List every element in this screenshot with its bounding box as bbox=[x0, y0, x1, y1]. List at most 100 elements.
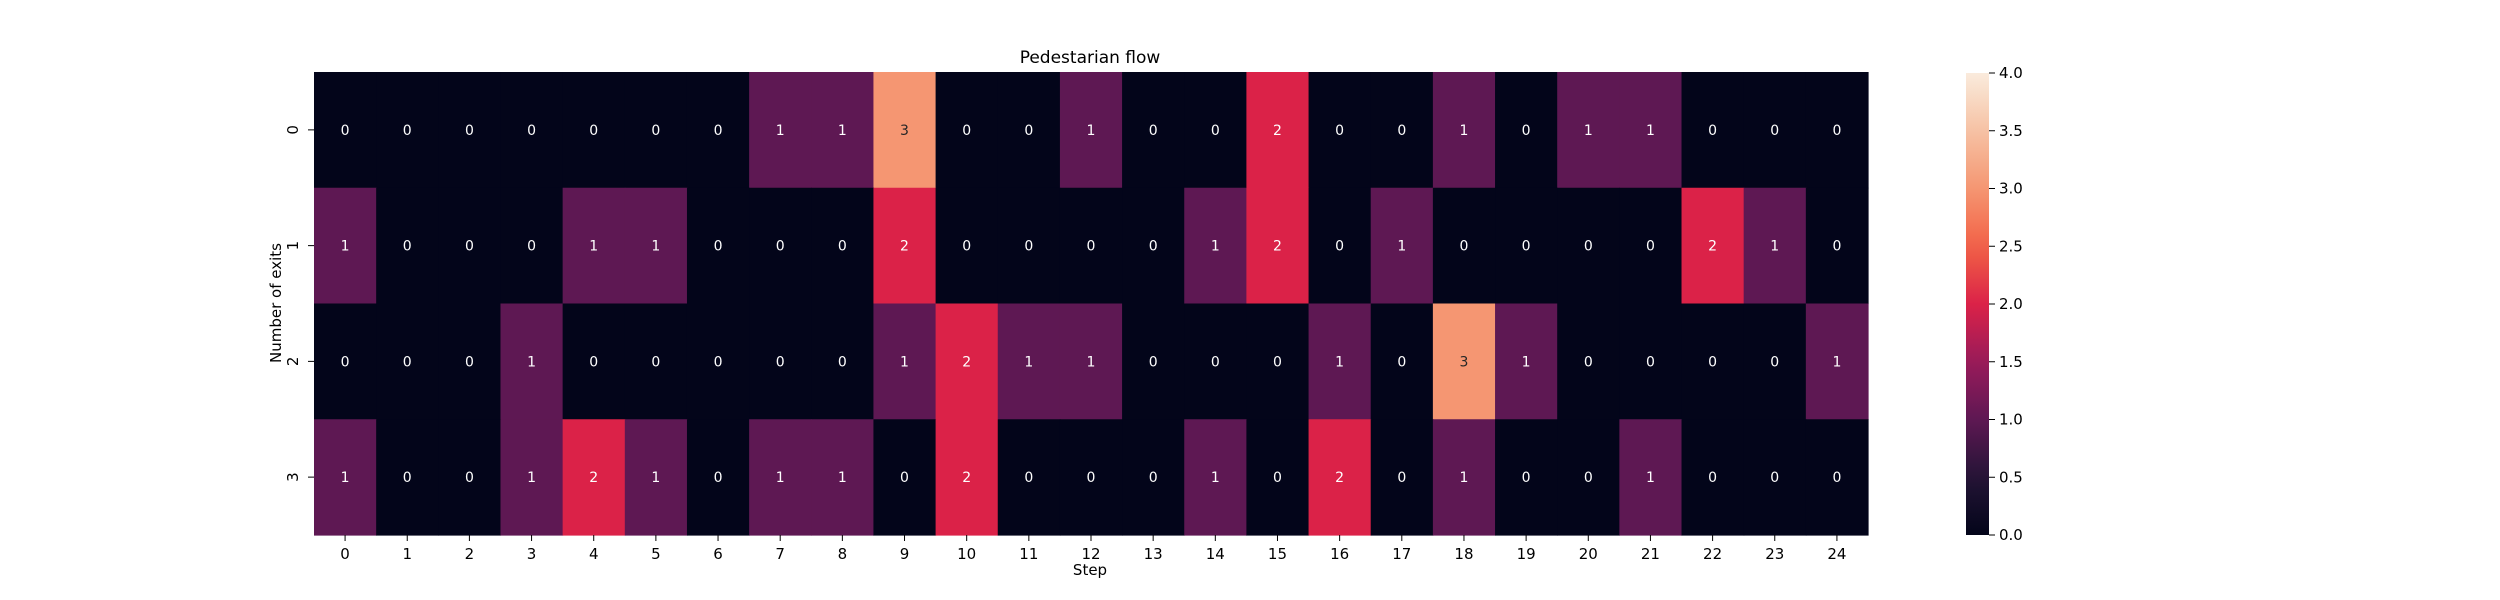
heatmap-cell-r1-c17 bbox=[1370, 187, 1434, 305]
heatmap-cell-r2-c11 bbox=[997, 303, 1061, 420]
x-tick-label: 10 bbox=[957, 545, 976, 563]
cell-value-r3-c22: 0 bbox=[1708, 470, 1717, 486]
heatmap-cell-r1-c2 bbox=[438, 187, 502, 305]
cell-value-r2-c21: 0 bbox=[1646, 354, 1655, 370]
cell-value-r3-c20: 0 bbox=[1584, 470, 1593, 486]
heatmap-cell-r3-c0 bbox=[314, 419, 377, 536]
heatmap-cell-r2-c14 bbox=[1184, 303, 1247, 420]
heatmap-cell-r1-c8 bbox=[811, 187, 875, 305]
heatmap-cell-r2-c8 bbox=[811, 303, 875, 420]
heatmap-cell-r3-c2 bbox=[438, 419, 502, 536]
x-tick-label: 15 bbox=[1268, 545, 1287, 563]
cell-value-r2-c8: 0 bbox=[838, 354, 847, 370]
x-tick-label: 3 bbox=[527, 545, 537, 563]
cell-value-r2-c13: 0 bbox=[1149, 354, 1158, 370]
cell-value-r0-c22: 0 bbox=[1708, 123, 1717, 139]
x-tick-label: 7 bbox=[775, 545, 785, 563]
heatmap-cell-r2-c18 bbox=[1432, 303, 1496, 420]
heatmap-cell-r1-c21 bbox=[1619, 187, 1683, 305]
cell-value-r3-c7: 1 bbox=[776, 470, 785, 486]
x-tick-label: 18 bbox=[1454, 545, 1473, 563]
cell-value-r2-c2: 0 bbox=[465, 354, 474, 370]
heatmap-cell-r3-c7 bbox=[749, 419, 812, 536]
heatmap-cell-r1-c24 bbox=[1805, 187, 1869, 305]
cell-value-r1-c21: 0 bbox=[1646, 239, 1655, 255]
cell-value-r3-c9: 0 bbox=[900, 470, 909, 486]
heatmap-cell-r3-c23 bbox=[1743, 419, 1807, 536]
cell-value-r1-c15: 2 bbox=[1273, 239, 1282, 255]
cell-value-r2-c11: 1 bbox=[1024, 354, 1033, 370]
heatmap-cell-r3-c6 bbox=[686, 419, 750, 536]
cell-value-r1-c2: 0 bbox=[465, 239, 474, 255]
cell-value-r0-c14: 0 bbox=[1211, 123, 1220, 139]
cell-value-r2-c5: 0 bbox=[651, 354, 660, 370]
x-tick-label: 11 bbox=[1019, 545, 1038, 563]
heatmap-cell-r2-c1 bbox=[376, 303, 439, 420]
heatmap-cells bbox=[314, 72, 1869, 536]
cell-value-r2-c20: 0 bbox=[1584, 354, 1593, 370]
heatmap-cell-r3-c24 bbox=[1805, 419, 1869, 536]
cell-value-r2-c19: 1 bbox=[1522, 354, 1531, 370]
x-tick-label: 5 bbox=[651, 545, 661, 563]
cell-value-r1-c4: 1 bbox=[589, 239, 598, 255]
heatmap-cell-r0-c13 bbox=[1122, 72, 1185, 189]
cell-value-r3-c2: 0 bbox=[465, 470, 474, 486]
cell-value-r3-c16: 2 bbox=[1335, 470, 1344, 486]
heatmap-cell-r1-c22 bbox=[1681, 187, 1745, 305]
heatmap-cell-r0-c6 bbox=[686, 72, 750, 189]
cell-value-r2-c7: 0 bbox=[776, 354, 785, 370]
heatmap-cell-r1-c13 bbox=[1122, 187, 1185, 305]
heatmap-cell-r0-c5 bbox=[624, 72, 688, 189]
heatmap-cell-r1-c14 bbox=[1184, 187, 1247, 305]
heatmap-cell-r1-c23 bbox=[1743, 187, 1807, 305]
heatmap-cell-r1-c15 bbox=[1246, 187, 1310, 305]
heatmap-cell-r3-c17 bbox=[1370, 419, 1434, 536]
heatmap-cell-r1-c9 bbox=[873, 187, 937, 305]
heatmap-cell-r0-c2 bbox=[438, 72, 502, 189]
heatmap-cell-r1-c20 bbox=[1557, 187, 1620, 305]
x-tick-label: 2 bbox=[465, 545, 475, 563]
heatmap-cell-r0-c14 bbox=[1184, 72, 1247, 189]
heatmap-cell-r3-c10 bbox=[935, 419, 999, 536]
cell-value-r0-c9: 3 bbox=[900, 123, 909, 139]
heatmap-cell-r3-c18 bbox=[1432, 419, 1496, 536]
cell-value-r1-c23: 1 bbox=[1770, 239, 1779, 255]
heatmap-cell-r2-c0 bbox=[314, 303, 377, 420]
heatmap-cell-r1-c4 bbox=[562, 187, 626, 305]
heatmap-cell-r0-c24 bbox=[1805, 72, 1869, 189]
cell-value-r0-c5: 0 bbox=[651, 123, 660, 139]
heatmap-cell-r0-c9 bbox=[873, 72, 937, 189]
cell-value-r2-c6: 0 bbox=[714, 354, 723, 370]
heatmap-cell-r1-c0 bbox=[314, 187, 377, 305]
cell-value-r0-c10: 0 bbox=[962, 123, 971, 139]
cell-value-r0-c7: 1 bbox=[776, 123, 785, 139]
cell-value-r3-c10: 2 bbox=[962, 470, 971, 486]
heatmap-cell-labels: 0 0 0 0 0 0 0 1 1 3 0 0 1 0 0 2 0 0 1 0 1 1 0 0 0 1 0 0 0 1 1 0 0 0 2 0 0 0 0 1… bbox=[341, 123, 1842, 486]
cell-value-r3-c4: 2 bbox=[589, 470, 598, 486]
cell-value-r3-c13: 0 bbox=[1149, 470, 1158, 486]
cell-value-r0-c8: 1 bbox=[838, 123, 847, 139]
heatmap-cell-r3-c21 bbox=[1619, 419, 1683, 536]
cell-value-r0-c20: 1 bbox=[1584, 123, 1593, 139]
x-tick-label: 12 bbox=[1081, 545, 1100, 563]
cell-value-r0-c13: 0 bbox=[1149, 123, 1158, 139]
cell-value-r2-c22: 0 bbox=[1708, 354, 1717, 370]
cell-value-r0-c15: 2 bbox=[1273, 123, 1282, 139]
cell-value-r0-c0: 0 bbox=[341, 123, 350, 139]
heatmap-cell-r0-c22 bbox=[1681, 72, 1745, 189]
heatmap-cell-r1-c1 bbox=[376, 187, 439, 305]
heatmap-cell-r0-c11 bbox=[997, 72, 1061, 189]
x-axis-label: Step bbox=[1073, 561, 1107, 579]
cell-value-r2-c23: 0 bbox=[1770, 354, 1779, 370]
cell-value-r3-c19: 0 bbox=[1522, 470, 1531, 486]
heatmap-cell-r1-c6 bbox=[686, 187, 750, 305]
cell-value-r0-c6: 0 bbox=[714, 123, 723, 139]
cell-value-r1-c0: 1 bbox=[341, 239, 350, 255]
cell-value-r2-c12: 1 bbox=[1087, 354, 1096, 370]
cell-value-r1-c5: 1 bbox=[651, 239, 660, 255]
heatmap-cell-r0-c4 bbox=[562, 72, 626, 189]
heatmap-cell-r0-c20 bbox=[1557, 72, 1620, 189]
cell-value-r2-c0: 0 bbox=[341, 354, 350, 370]
cell-value-r2-c24: 1 bbox=[1832, 354, 1841, 370]
heatmap-cell-r2-c13 bbox=[1122, 303, 1185, 420]
